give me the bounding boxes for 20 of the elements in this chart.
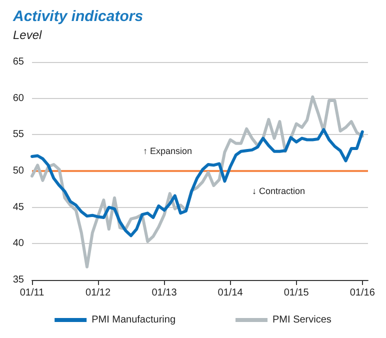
- chart-title: Activity indicators: [12, 8, 144, 25]
- line-series: [30, 128, 364, 238]
- annotation: ↑ Expansion: [143, 146, 192, 156]
- chart-subtitle: Level: [13, 28, 42, 42]
- y-tick-label: 60: [12, 92, 24, 104]
- legend-label: PMI Manufacturing: [92, 314, 176, 326]
- x-tick-label: 01/13: [152, 288, 178, 298]
- y-tick-label: 35: [12, 274, 24, 286]
- x-tick-label: 01/14: [218, 288, 244, 298]
- x-tick-label: 01/15: [284, 288, 310, 298]
- y-tick-label: 65: [12, 56, 24, 68]
- y-tick-label: 50: [12, 166, 24, 176]
- x-tick-label: 01/11: [20, 288, 45, 298]
- x-tick-label: 01/12: [86, 288, 111, 298]
- y-tick-label: 40: [12, 238, 24, 250]
- x-tick-label: 01/16: [350, 288, 376, 298]
- annotation: ↓ Contraction: [252, 186, 306, 196]
- legend-label: PMI Services: [272, 314, 332, 326]
- y-tick-label: 55: [12, 129, 24, 140]
- y-tick-label: 45: [12, 202, 24, 213]
